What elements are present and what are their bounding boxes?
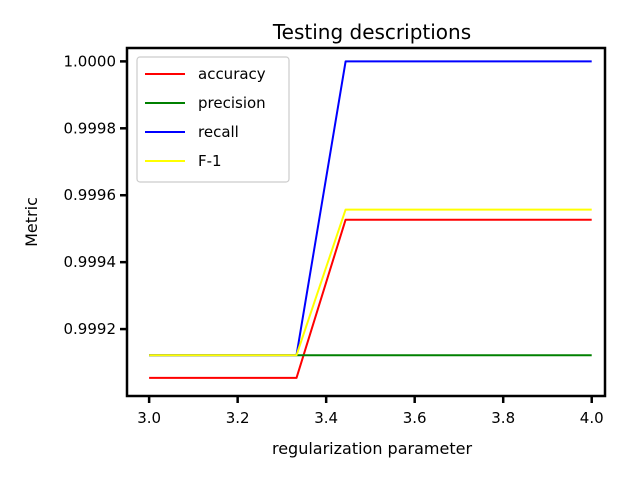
x-tick-label: 3.6 bbox=[403, 409, 427, 427]
y-tick-label: 1.0000 bbox=[64, 52, 117, 70]
series-line-accuracy bbox=[149, 218, 592, 379]
x-tick-label: 3.8 bbox=[491, 409, 515, 427]
legend-label: accuracy bbox=[198, 65, 266, 83]
x-tick-label: 3.2 bbox=[226, 409, 250, 427]
y-axis-title: Metric bbox=[22, 197, 41, 247]
x-tick-label: 3.0 bbox=[137, 409, 161, 427]
y-axis: 0.9992 0.9994 0.9996 0.9998 1.0000 bbox=[64, 52, 127, 338]
legend-label: F-1 bbox=[198, 152, 222, 170]
y-tick-label: 0.9996 bbox=[64, 186, 117, 204]
legend-label: recall bbox=[198, 123, 239, 141]
y-tick-label: 0.9994 bbox=[64, 253, 117, 271]
series-lines bbox=[149, 60, 592, 379]
y-tick-label: 0.9998 bbox=[64, 119, 117, 137]
y-tick-label: 0.9992 bbox=[64, 320, 117, 338]
legend: accuracy precision recall F-1 bbox=[136, 56, 290, 183]
plot-frame bbox=[125, 46, 607, 398]
legend-box bbox=[136, 56, 290, 183]
chart-title: Testing descriptions bbox=[272, 20, 471, 44]
x-axis-title: regularization parameter bbox=[272, 439, 472, 458]
x-tick-label: 3.4 bbox=[314, 409, 338, 427]
x-tick-label: 4.0 bbox=[580, 409, 604, 427]
x-axis: 3.0 3.2 3.4 3.6 3.8 4.0 bbox=[137, 396, 604, 427]
series-line-f-1 bbox=[149, 208, 592, 357]
legend-label: precision bbox=[198, 94, 266, 112]
